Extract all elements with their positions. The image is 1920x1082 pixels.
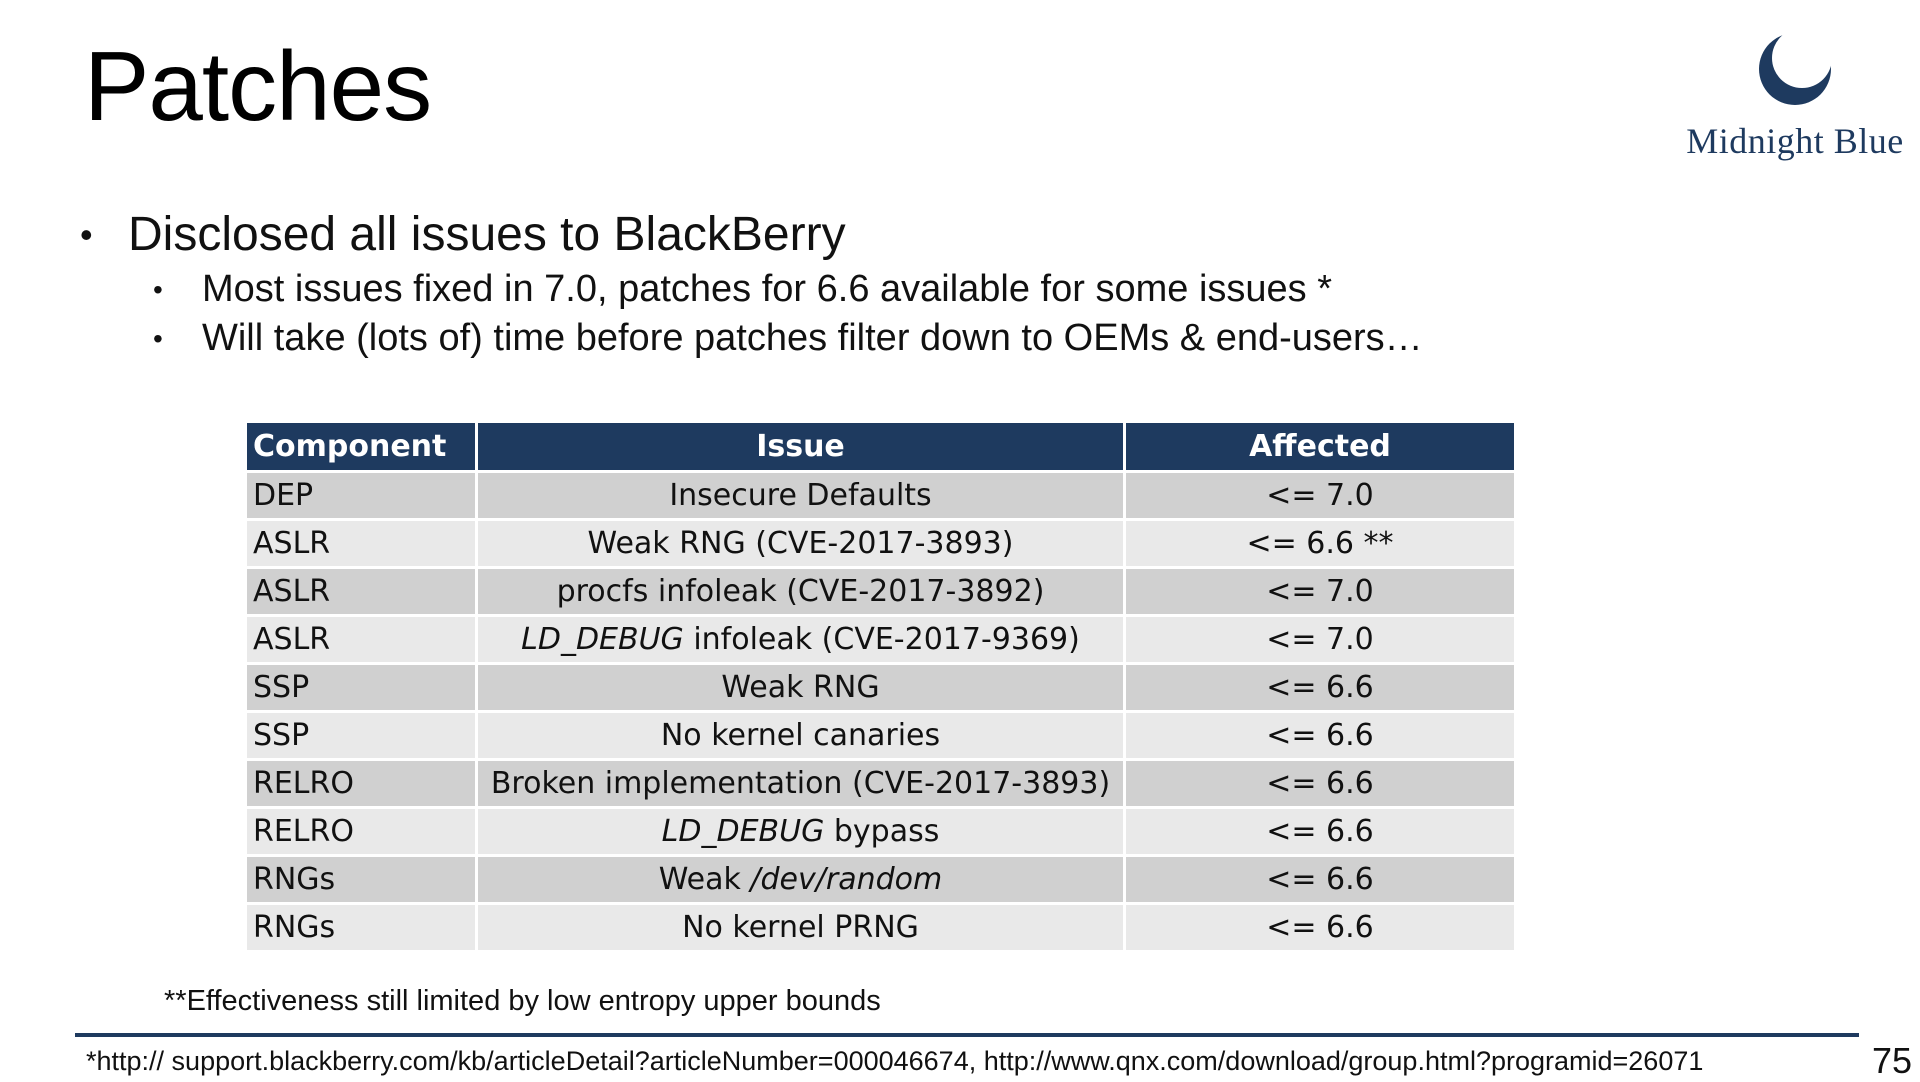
cell-component: ASLR (244, 566, 478, 617)
footer-rule (75, 1033, 1859, 1037)
bullet-main: Disclosed all issues to BlackBerry (78, 205, 1828, 265)
table-row: RELRO LD_DEBUG bypass <= 6.6 (244, 806, 1517, 857)
cell-issue: Weak RNG (475, 662, 1126, 713)
table-row: ASLR procfs infoleak (CVE-2017-3892) <= 7.… (244, 566, 1517, 617)
table-row: ASLR LD_DEBUG infoleak (CVE-2017-9369) <= … (244, 614, 1517, 665)
issue-text: Broken implementation (CVE-2017-3893) (490, 766, 1111, 801)
header-component: Component (244, 420, 478, 473)
issue-text-pre: Weak (658, 862, 751, 897)
cell-issue: Insecure Defaults (475, 470, 1126, 521)
cell-affected: <= 6.6 (1123, 854, 1517, 905)
page-number: 75 (1872, 1040, 1913, 1081)
issue-text: bypass (824, 814, 940, 849)
table-row: ASLR Weak RNG (CVE-2017-3893) <= 6.6 ** (244, 518, 1517, 569)
issue-text: infoleak (CVE-2017-9369) (683, 622, 1080, 657)
issue-text: Weak RNG (721, 670, 880, 705)
bullet-sub: Will take (lots of) time before patches … (153, 314, 1828, 363)
cell-affected: <= 6.6 (1123, 662, 1517, 713)
issue-text-italic: LD_DEBUG (661, 814, 825, 849)
cell-issue: Broken implementation (CVE-2017-3893) (475, 758, 1126, 809)
issue-text: procfs infoleak (CVE-2017-3892) (556, 574, 1045, 609)
cell-issue: LD_DEBUG infoleak (CVE-2017-9369) (475, 614, 1126, 665)
header-affected: Affected (1123, 420, 1517, 473)
cell-component: DEP (244, 470, 478, 521)
brand-logo: Midnight Blue (1685, 30, 1905, 165)
cell-issue: LD_DEBUG bypass (475, 806, 1126, 857)
cell-issue: Weak RNG (CVE-2017-3893) (475, 518, 1126, 569)
cell-issue: procfs infoleak (CVE-2017-3892) (475, 566, 1126, 617)
cell-component: SSP (244, 710, 478, 761)
table-row: DEP Insecure Defaults <= 7.0 (244, 470, 1517, 521)
cell-issue: Weak /dev/random (475, 854, 1126, 905)
slide-title: Patches (84, 31, 432, 141)
footnote: **Effectiveness still limited by low ent… (164, 985, 881, 1017)
cell-component: SSP (244, 662, 478, 713)
cell-component: RELRO (244, 758, 478, 809)
issues-table: Component Issue Affected DEP Insecure Def… (244, 420, 1517, 953)
cell-component: ASLR (244, 614, 478, 665)
header-issue: Issue (475, 420, 1126, 473)
cell-affected: <= 7.0 (1123, 470, 1517, 521)
issue-text: No kernel canaries (660, 718, 941, 753)
cell-issue: No kernel canaries (475, 710, 1126, 761)
table-row: RNGs No kernel PRNG <= 6.6 (244, 902, 1517, 953)
bullet-list: Disclosed all issues to BlackBerry Most … (78, 205, 1828, 363)
issue-text: Insecure Defaults (669, 478, 932, 513)
issue-text-italic: /dev/random (750, 862, 943, 897)
table-row: RELRO Broken implementation (CVE-2017-389… (244, 758, 1517, 809)
crescent-moon-icon (1759, 33, 1831, 105)
table-row: SSP Weak RNG <= 6.6 (244, 662, 1517, 713)
cell-affected: <= 6.6 ** (1123, 518, 1517, 569)
issue-text: No kernel PRNG (682, 910, 919, 945)
cell-component: RNGs (244, 902, 478, 953)
cell-affected: <= 6.6 (1123, 902, 1517, 953)
issue-text: Weak RNG (CVE-2017-3893) (587, 526, 1014, 561)
cell-affected: <= 6.6 (1123, 806, 1517, 857)
table-row: RNGs Weak /dev/random <= 6.6 (244, 854, 1517, 905)
cell-component: ASLR (244, 518, 478, 569)
cell-affected: <= 7.0 (1123, 614, 1517, 665)
cell-affected: <= 7.0 (1123, 566, 1517, 617)
cell-affected: <= 6.6 (1123, 710, 1517, 761)
table-row: SSP No kernel canaries <= 6.6 (244, 710, 1517, 761)
bullet-sub: Most issues fixed in 7.0, patches for 6.… (153, 265, 1828, 314)
cell-affected: <= 6.6 (1123, 758, 1517, 809)
logo-text: Midnight Blue (1686, 121, 1904, 161)
cell-component: RELRO (244, 806, 478, 857)
cell-issue: No kernel PRNG (475, 902, 1126, 953)
cell-component: RNGs (244, 854, 478, 905)
table-header-row: Component Issue Affected (244, 420, 1517, 473)
issue-text-italic: LD_DEBUG (521, 622, 684, 657)
source-citation: *http:// support.blackberry.com/kb/artic… (86, 1046, 1704, 1076)
